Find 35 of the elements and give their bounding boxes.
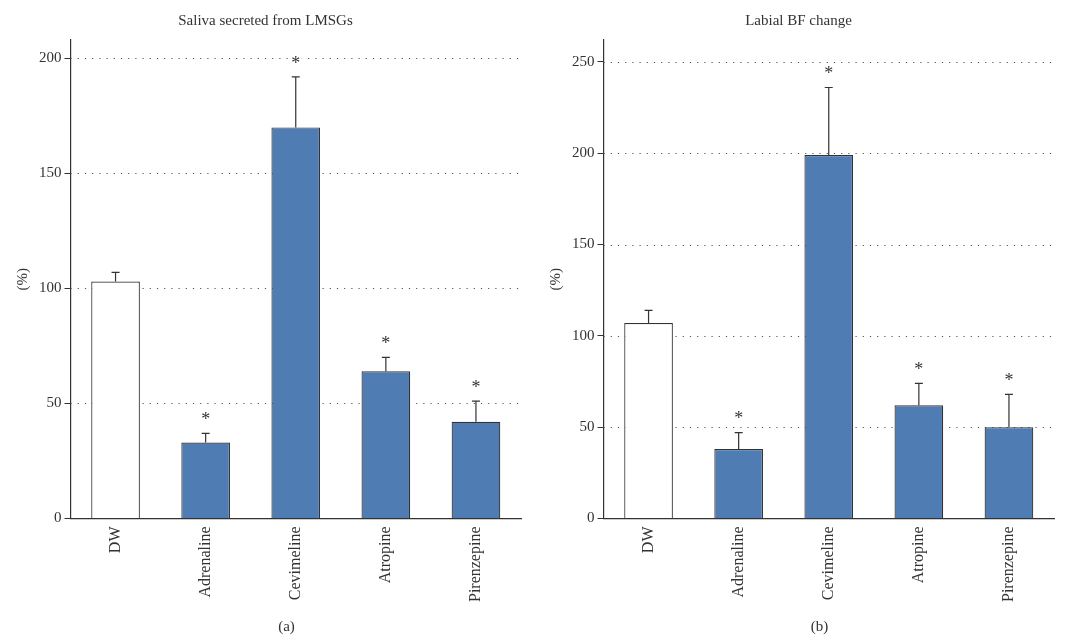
annotation: *: [914, 359, 924, 380]
y-tick-label: 0: [587, 509, 595, 526]
x-tick-label: Atropine: [376, 526, 395, 584]
y-tick-label: 50: [579, 418, 595, 435]
x-tick-label: Pirenzepine: [999, 526, 1018, 603]
x-tick-label: DW: [105, 525, 123, 554]
annotation: *: [1004, 370, 1014, 391]
y-tick-label: 100: [572, 326, 595, 343]
x-tick-label: Pirenzepine: [466, 526, 485, 603]
x-tick-label: Adrenaline: [728, 526, 746, 598]
y-axis-title: (%): [546, 267, 564, 291]
annotation: *: [824, 63, 834, 84]
x-tick-label: Cevimeline: [818, 526, 836, 601]
x-tick-label: Atropine: [909, 526, 928, 584]
annotation: *: [734, 408, 744, 429]
y-tick-label: 250: [572, 52, 595, 69]
text: (b): [809, 618, 830, 635]
y-tick-label: 0: [54, 509, 62, 526]
x-tick-label: Adrenaline: [195, 526, 213, 598]
y-tick-label: 150: [39, 164, 62, 181]
x-tick-label: DW: [638, 525, 656, 554]
y-tick-label: 200: [39, 49, 62, 66]
y-axis-title: (%): [13, 267, 31, 291]
text: (a): [277, 618, 296, 635]
annotation: *: [201, 409, 211, 430]
y-tick-label: 150: [572, 235, 595, 252]
annotation: *: [471, 376, 481, 397]
x-tick-label: Cevimeline: [285, 526, 303, 601]
chart-title: Labial BF change: [745, 11, 853, 28]
annotation: *: [381, 333, 391, 354]
y-tick-label: 50: [46, 394, 62, 411]
y-tick-label: 100: [39, 279, 62, 296]
chart-title: Saliva secreted from LMSGs: [178, 11, 353, 28]
annotation: *: [291, 52, 301, 73]
y-tick-label: 200: [572, 144, 595, 161]
